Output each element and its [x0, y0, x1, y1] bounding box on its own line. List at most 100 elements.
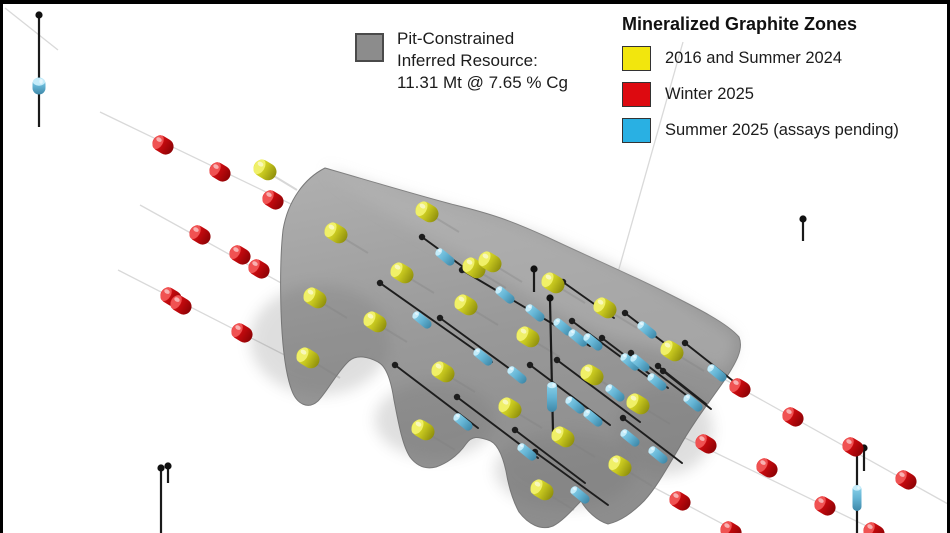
red-cylinder-marker — [209, 162, 231, 182]
yellow-cylinder-marker — [516, 326, 540, 348]
drill-trace — [622, 417, 683, 464]
drill-collar-dot — [418, 233, 426, 241]
zone-label: Winter 2025 — [665, 85, 754, 103]
drill-collar-dot — [681, 339, 689, 347]
resource-legend-text: Pit-Constrained Inferred Resource: 11.31… — [397, 28, 568, 94]
zone-legend-item-1: Winter 2025 — [622, 82, 899, 107]
red-cylinder-marker — [895, 470, 917, 490]
cyan-cylinder-marker — [583, 333, 603, 351]
faint-drill-trace — [635, 477, 742, 533]
cyan-cylinder-marker — [637, 321, 657, 339]
drill-collar-dot — [553, 356, 561, 364]
yellow-cylinder-marker — [498, 397, 522, 419]
drill-collar-dot — [627, 349, 635, 357]
cyan-cylinder-marker — [583, 409, 603, 427]
cyan-cylinder-marker — [568, 329, 588, 347]
drill-collar-dot — [164, 462, 172, 470]
drill-collar-dot — [546, 294, 554, 302]
drill-collar-dot — [391, 361, 399, 369]
cyan-cylinder-marker — [683, 394, 703, 412]
cyan-cylinder-marker — [620, 429, 640, 447]
cyan-cylinder-marker — [565, 396, 585, 414]
yellow-cylinder-marker — [253, 159, 277, 181]
zone-legend-item-2: Summer 2025 (assays pending) — [622, 118, 899, 143]
red-cylinder-marker — [814, 496, 836, 516]
resource-line-3: 11.31 Mt @ 7.65 % Cg — [397, 73, 568, 92]
cyan-cylinder-marker — [852, 485, 862, 511]
resource-legend: Pit-Constrained Inferred Resource: 11.31… — [355, 28, 568, 94]
yellow-cylinder-marker — [363, 311, 387, 333]
image-edge-bar — [0, 0, 950, 4]
drill-collar-dot — [436, 314, 444, 322]
cyan-cylinder-marker — [647, 373, 667, 391]
zone-color-swatch — [622, 82, 651, 107]
zone-color-swatch — [622, 118, 651, 143]
drill-collar-dot — [654, 362, 662, 370]
cyan-cylinder-marker — [547, 382, 557, 412]
drill-collar-dot — [598, 334, 606, 342]
pit-shading — [375, 382, 495, 458]
drill-trace — [529, 364, 611, 426]
red-cylinder-marker — [248, 259, 270, 279]
yellow-cylinder-marker — [551, 426, 575, 448]
zone-legend-item-0: 2016 and Summer 2024 — [622, 46, 899, 71]
cyan-cylinder-marker — [32, 77, 46, 95]
resource-line-1: Pit-Constrained — [397, 29, 515, 48]
red-cylinder-marker — [229, 245, 251, 265]
red-cylinder-marker — [189, 225, 211, 245]
drill-collar-dot — [157, 464, 165, 472]
red-cylinder-marker — [262, 190, 284, 210]
red-cylinder-marker — [729, 378, 751, 398]
yellow-cylinder-marker — [478, 251, 502, 273]
drill-collar-dot — [621, 309, 629, 317]
red-cylinder-marker — [842, 437, 864, 457]
resource-line-2: Inferred Resource: — [397, 51, 538, 70]
faint-drill-trace — [99, 111, 321, 219]
drill-collar-dot — [659, 367, 667, 375]
cyan-cylinder-marker — [648, 446, 668, 464]
zones-legend-title: Mineralized Graphite Zones — [622, 14, 858, 34]
red-cylinder-marker — [782, 407, 804, 427]
yellow-cylinder-marker — [324, 222, 348, 244]
cyan-cylinder-marker — [570, 486, 590, 504]
drill-collar-dot — [453, 393, 461, 401]
yellow-cylinder-marker — [303, 287, 327, 309]
drill-trace — [534, 451, 609, 506]
drill-collar-dot — [619, 414, 627, 422]
cyan-cylinder-marker — [517, 443, 537, 461]
cyan-cylinder-marker — [630, 354, 650, 372]
yellow-cylinder-marker — [431, 361, 455, 383]
drill-trace — [514, 429, 586, 484]
red-cylinder-marker — [863, 522, 885, 533]
red-cylinder-marker — [720, 521, 742, 533]
cyan-cylinder-marker — [507, 366, 527, 384]
yellow-cylinder-marker — [530, 479, 554, 501]
drill-collar-dot — [511, 426, 519, 434]
red-cylinder-marker — [756, 458, 778, 478]
cyan-cylinder-marker — [605, 384, 625, 402]
zone-label: 2016 and Summer 2024 — [665, 49, 843, 67]
zones-legend: Mineralized Graphite Zones 2016 and Summ… — [622, 14, 899, 143]
image-edge-bar — [0, 0, 3, 533]
red-cylinder-marker — [669, 491, 691, 511]
yellow-cylinder-marker — [296, 347, 320, 369]
red-cylinder-marker — [170, 295, 192, 315]
cyan-cylinder-marker — [453, 413, 473, 431]
red-cylinder-marker — [152, 135, 174, 155]
yellow-cylinder-marker — [626, 393, 650, 415]
cyan-cylinder-marker — [412, 311, 432, 329]
yellow-cylinder-marker — [411, 419, 435, 441]
drill-trace — [571, 320, 656, 383]
red-cylinder-marker — [695, 434, 717, 454]
yellow-cylinder-marker — [415, 201, 439, 223]
cyan-cylinder-marker — [525, 304, 545, 322]
red-cylinder-marker — [231, 323, 253, 343]
zone-label: Summer 2025 (assays pending) — [665, 121, 899, 139]
yellow-cylinder-marker — [454, 294, 478, 316]
drill-collar-dot — [568, 317, 576, 325]
image-edge-bar — [947, 0, 950, 533]
cyan-cylinder-marker — [620, 353, 640, 371]
yellow-cylinder-marker — [580, 364, 604, 386]
